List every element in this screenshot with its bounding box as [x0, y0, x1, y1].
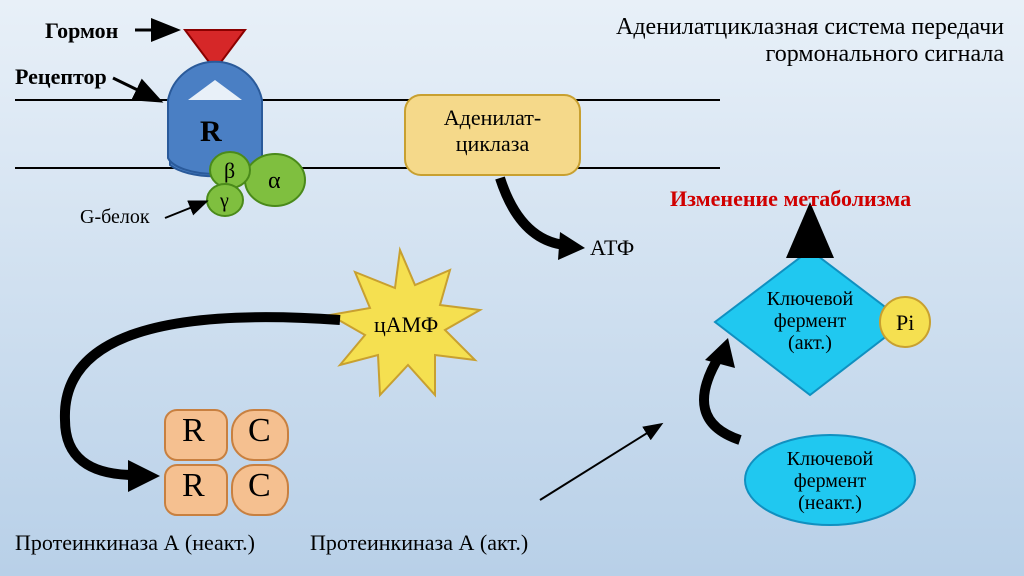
label-receptor: Рецептор	[15, 64, 107, 90]
arrow-label-receptor	[113, 78, 158, 100]
atp-label: АТФ	[590, 235, 634, 261]
arrow-label-gprotein	[165, 202, 205, 218]
metabolism-label: Изменение метаболизма	[670, 186, 911, 212]
enzyme-active-label: Ключевой фермент (акт.)	[740, 288, 880, 354]
pka-inact-label: Протеинкиназа А (неакт.)	[15, 530, 255, 556]
alpha-label: α	[268, 168, 281, 195]
label-hormone: Гормон	[45, 18, 118, 44]
enzyme-inactive-label: Ключевой фермент (неакт.)	[760, 448, 900, 514]
pka-C1-label: C	[248, 412, 271, 450]
pka-R1-label: R	[182, 412, 205, 450]
pi-label: Pi	[896, 310, 914, 336]
pka-C2-label: C	[248, 467, 271, 505]
ac-label: Аденилат-циклаза	[405, 105, 580, 157]
pka-act-label: Протеинкиназа А (акт.)	[310, 530, 528, 556]
arrow-ac-atp	[500, 178, 565, 245]
arrow-pka-enzyme	[540, 425, 660, 500]
title-line2: гормонального сигнала	[766, 41, 1004, 67]
receptor-letter: R	[200, 115, 222, 149]
beta-label: β	[224, 158, 235, 184]
diagram-title: Аденилатциклазная система передачи гормо…	[504, 14, 1004, 68]
gamma-label: γ	[220, 190, 229, 213]
camp-label: цАМФ	[374, 312, 438, 338]
label-gprotein: G-белок	[80, 206, 150, 229]
pka-R2-label: R	[182, 467, 205, 505]
title-line1: Аденилатциклазная система передачи	[616, 14, 1004, 40]
